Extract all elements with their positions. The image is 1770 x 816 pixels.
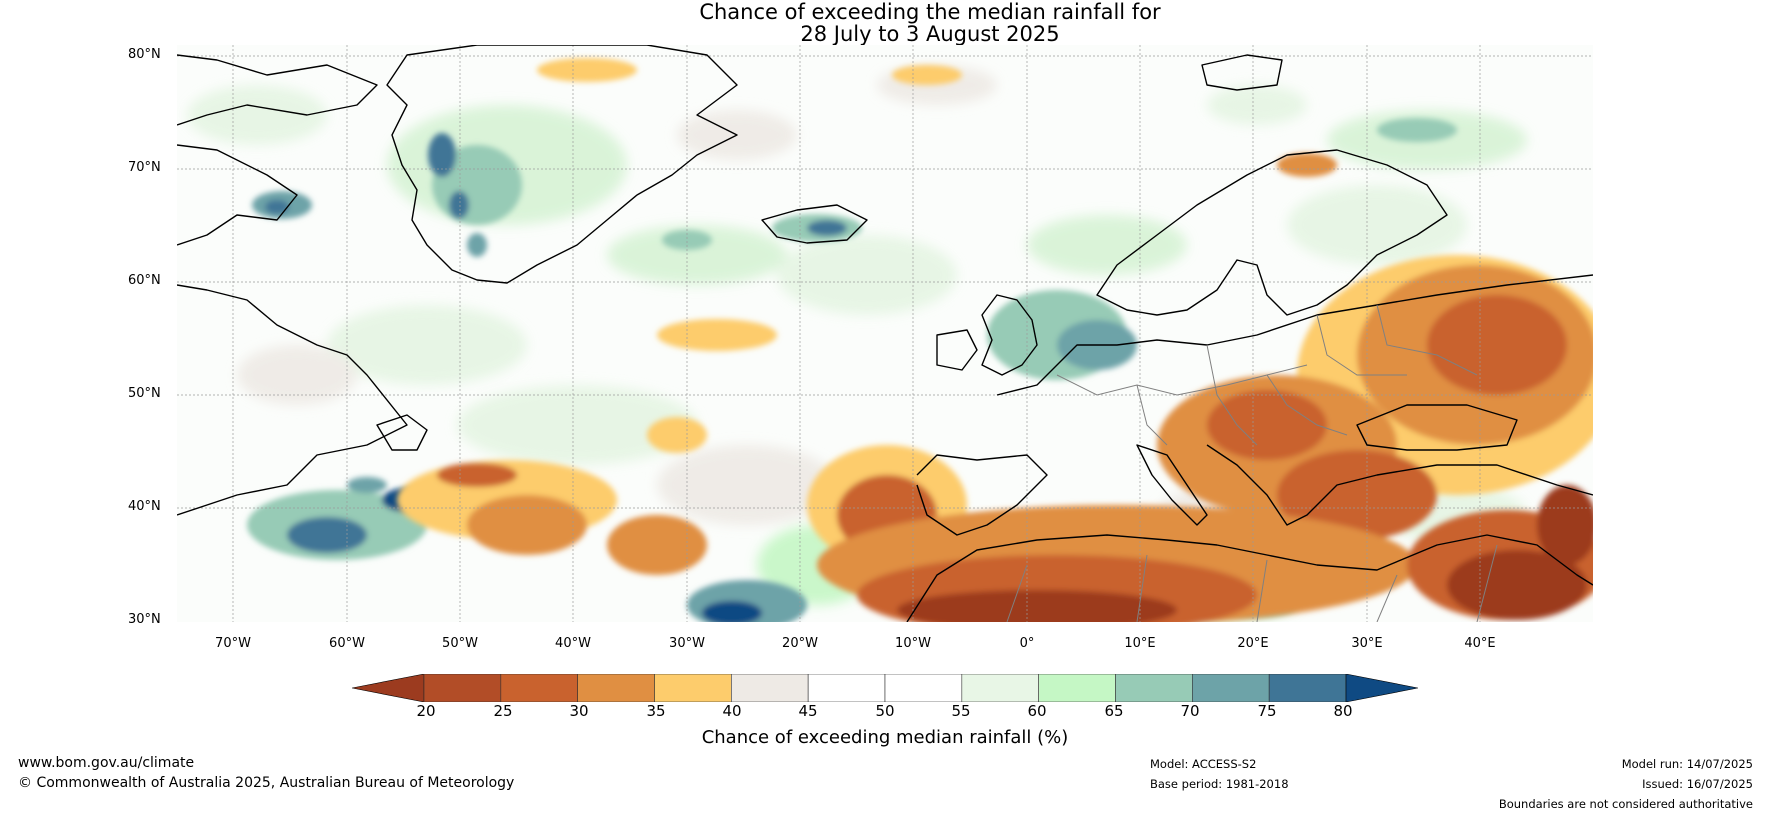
colorbar-swatch: [731, 673, 809, 703]
colorbar-swatch: [1268, 673, 1347, 703]
colorbar-swatch: [1192, 673, 1270, 703]
lon-label-20e: 20°E: [1237, 636, 1269, 651]
lat-label-80n: 80°N: [128, 47, 161, 62]
colorbar-swatch: [884, 673, 963, 703]
graticule: [177, 45, 1593, 622]
footer-issued: Issued: 16/07/2025: [1642, 777, 1753, 791]
lat-label-40n: 40°N: [128, 499, 161, 514]
colorbar-tick-40: 40: [722, 702, 742, 720]
colorbar-extend-high: [1345, 673, 1419, 703]
colorbar-tick-25: 25: [493, 702, 513, 720]
probability-field-dry: [397, 58, 1593, 622]
coastlines: [177, 45, 1593, 622]
country-borders: [1006, 304, 1498, 622]
map-canvas: [177, 45, 1593, 622]
colorbar-swatch: [961, 673, 1039, 703]
lon-label-40e: 40°E: [1464, 636, 1496, 651]
colorbar-tick-70: 70: [1180, 702, 1200, 720]
footer-disclaimer: Boundaries are not considered authoritat…: [1498, 797, 1753, 811]
lon-label-10w: 10°W: [895, 636, 931, 651]
colorbar-tick-20: 20: [416, 702, 436, 720]
colorbar-tick-60: 60: [1027, 702, 1047, 720]
colorbar-tick-30: 30: [569, 702, 589, 720]
colorbar-tick-80: 80: [1333, 702, 1353, 720]
colorbar-swatch: [807, 673, 886, 703]
lon-label-50w: 50°W: [442, 636, 478, 651]
rainfall-probability-map: [177, 45, 1593, 622]
colorbar-label: Chance of exceeding median rainfall (%): [701, 727, 1069, 748]
footer-model-run: Model run: 14/07/2025: [1621, 757, 1753, 771]
lat-label-70n: 70°N: [128, 160, 161, 175]
colorbar-tick-50: 50: [875, 702, 895, 720]
colorbar-swatch: [654, 673, 732, 703]
colorbar-tick-35: 35: [646, 702, 666, 720]
colorbar: [351, 673, 1419, 703]
colorbar-swatch: [577, 673, 655, 703]
map-title-line-2: 28 July to 3 August 2025: [800, 22, 1060, 46]
lon-label-60w: 60°W: [329, 636, 365, 651]
map-title-line-1: Chance of exceeding the median rainfall …: [699, 0, 1161, 24]
colorbar-swatch: [423, 673, 502, 703]
lon-label-40w: 40°W: [555, 636, 591, 651]
lat-label-50n: 50°N: [128, 386, 161, 401]
lat-label-60n: 60°N: [128, 273, 161, 288]
colorbar-swatch: [500, 673, 578, 703]
colorbar-tick-45: 45: [798, 702, 818, 720]
footer-url[interactable]: www.bom.gov.au/climate: [18, 755, 195, 771]
colorbar-tick-55: 55: [951, 702, 971, 720]
colorbar-tick-75: 75: [1257, 702, 1277, 720]
lon-label-10e: 10°E: [1124, 636, 1156, 651]
lat-label-30n: 30°N: [128, 612, 161, 627]
footer-base-period: Base period: 1981-2018: [1150, 777, 1289, 791]
lon-label-30w: 30°W: [669, 636, 705, 651]
footer-copyright: © Commonwealth of Australia 2025, Austra…: [18, 775, 515, 791]
probability-field-wet: [247, 118, 1457, 622]
lon-label-0: 0°: [1019, 636, 1035, 651]
colorbar-swatch: [1038, 673, 1116, 703]
footer-model: Model: ACCESS-S2: [1150, 757, 1257, 771]
colorbar-swatch: [1115, 673, 1193, 703]
colorbar-extend-low: [351, 673, 425, 703]
lon-label-30e: 30°E: [1351, 636, 1383, 651]
lon-label-20w: 20°W: [782, 636, 818, 651]
colorbar-swatches: [351, 673, 1419, 703]
lon-label-70w: 70°W: [215, 636, 251, 651]
colorbar-tick-65: 65: [1104, 702, 1124, 720]
